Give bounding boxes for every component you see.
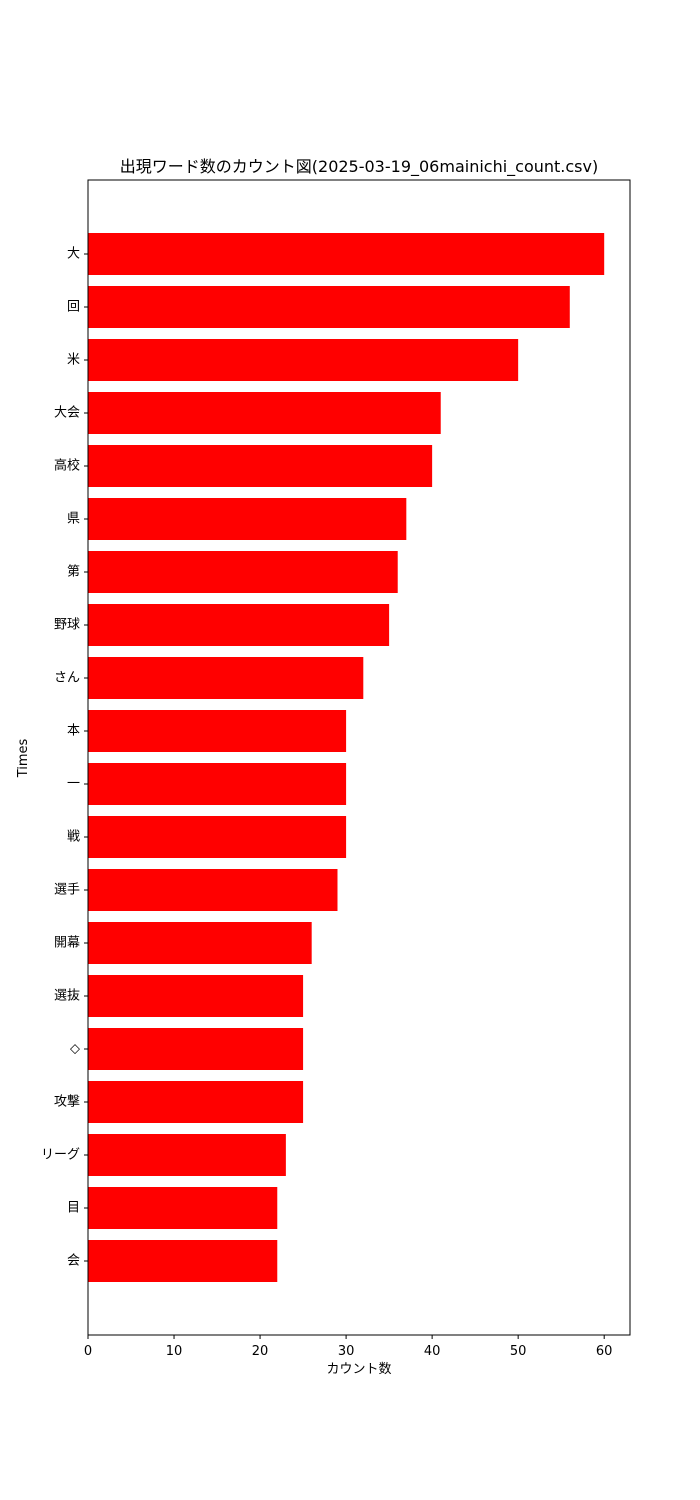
x-axis-label: カウント数: [326, 1362, 391, 1377]
bar-7: [88, 604, 390, 646]
bar-3: [88, 392, 441, 434]
x-tick-label-5: 50: [510, 1344, 527, 1359]
bars-layer: [88, 233, 605, 1282]
y-tick-label-7: 野球: [54, 618, 80, 633]
x-tick-label-0: 0: [84, 1344, 92, 1359]
bar-15: [88, 1028, 304, 1070]
chart-title: 出現ワード数のカウント図(2025-03-19_06mainichi_count…: [120, 157, 598, 177]
bar-16: [88, 1081, 304, 1123]
y-axis-label: Times: [16, 738, 31, 778]
x-tick-label-6: 60: [596, 1344, 613, 1359]
y-tick-label-13: 開幕: [54, 936, 80, 951]
y-tick-label-10: 一: [67, 777, 80, 792]
bar-2: [88, 339, 519, 381]
y-tick-label-14: 選抜: [54, 988, 80, 1004]
bar-4: [88, 445, 433, 487]
x-tick-label-3: 30: [338, 1344, 355, 1359]
x-ticks-layer: 0 10 20 30 40 50 60: [84, 1335, 613, 1359]
y-tick-label-17: リーグ: [41, 1148, 80, 1163]
bar-1: [88, 286, 570, 328]
y-tick-label-4: 高校: [54, 458, 80, 474]
y-tick-label-9: 本: [67, 724, 80, 739]
y-tick-label-2: 米: [67, 353, 80, 368]
bar-14: [88, 975, 304, 1017]
y-tick-label-18: 目: [67, 1201, 80, 1216]
x-tick-label-1: 10: [166, 1344, 183, 1359]
y-tick-label-3: 大会: [54, 406, 80, 421]
bar-19: [88, 1240, 278, 1282]
y-tick-label-19: 会: [67, 1254, 80, 1269]
x-tick-label-4: 40: [424, 1344, 441, 1359]
bar-11: [88, 816, 347, 858]
y-tick-label-15: ◇: [70, 1042, 80, 1057]
y-tick-label-6: 第: [67, 565, 80, 580]
y-tick-label-1: 回: [67, 300, 80, 315]
bar-8: [88, 657, 364, 699]
bar-17: [88, 1134, 286, 1176]
bar-12: [88, 869, 338, 911]
bar-13: [88, 922, 312, 964]
bar-0: [88, 233, 605, 275]
x-tick-label-2: 20: [252, 1344, 269, 1359]
bar-6: [88, 551, 398, 593]
y-tick-label-11: 戦: [67, 830, 80, 845]
bar-10: [88, 763, 347, 805]
y-tick-label-5: 県: [67, 512, 80, 527]
bar-5: [88, 498, 407, 540]
y-tick-label-12: 選手: [54, 883, 80, 898]
y-tick-label-0: 大: [67, 247, 80, 262]
bar-18: [88, 1187, 278, 1229]
bar-9: [88, 710, 347, 752]
y-tick-label-16: 攻撃: [54, 1094, 80, 1110]
plot-frame: [87, 179, 631, 1336]
y-tick-label-8: さん: [54, 671, 80, 686]
